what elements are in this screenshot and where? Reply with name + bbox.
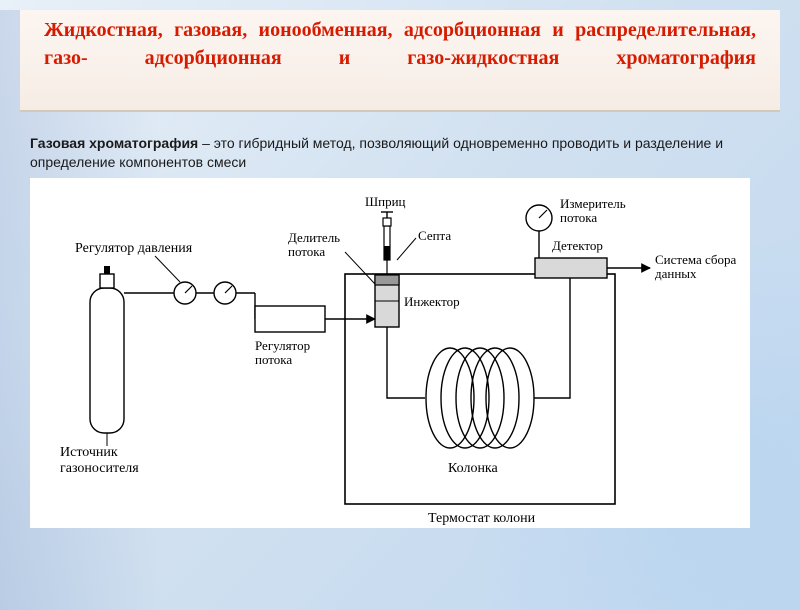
carrier-source-label-1: Источник [60,445,118,460]
flow-divider-label-1: Делитель [288,230,340,245]
syringe-label: Шприц [365,194,406,209]
flow-meter-label-2: потока [560,210,597,225]
pressure-gauge-1-icon [174,282,196,304]
title-line-3: адсорбционная и газо-жидкостная хроматог… [145,47,756,69]
septa-label: Септа [418,228,451,243]
flow-divider-label-2: потока [288,244,325,259]
injector-label: Инжектор [404,294,460,309]
carrier-gas-cylinder-icon [90,266,124,433]
body-bold: Газовая хроматография [30,135,198,151]
detector-box-icon [535,258,607,278]
flow-regulator-label-2: потока [255,352,292,367]
data-system-label-1: Система сбора [655,252,737,267]
gc-diagram-svg: Источник газоносителя Регулятор давления… [30,178,750,528]
title-line-1: Жидкостная, газовая, ионообменная, [44,19,393,41]
title-bar: Жидкостная, газовая, ионообменная, адсор… [20,10,780,112]
body-paragraph: Газовая хроматография – это гибридный ме… [30,134,770,172]
gc-diagram: Источник газоносителя Регулятор давления… [30,178,750,528]
column-label: Колонка [448,461,499,476]
flow-meter-label-1: Измеритель [560,196,626,211]
detector-label: Детектор [552,238,603,253]
page-title: Жидкостная, газовая, ионообменная, адсор… [44,16,756,100]
flow-regulator-box-icon [255,306,325,332]
flow-meter-gauge-icon [526,205,552,231]
carrier-source-label-2: газоносителя [60,461,139,476]
pressure-regulator-label: Регулятор давления [75,241,193,256]
column-coil-icon [426,348,534,448]
injector-icon [375,275,399,327]
data-system-label-2: данных [655,266,697,281]
flow-regulator-label-1: Регулятор [255,338,310,353]
pressure-gauge-2-icon [214,282,236,304]
thermostat-label: Термостат колони [428,511,536,526]
syringe-icon [381,212,393,275]
